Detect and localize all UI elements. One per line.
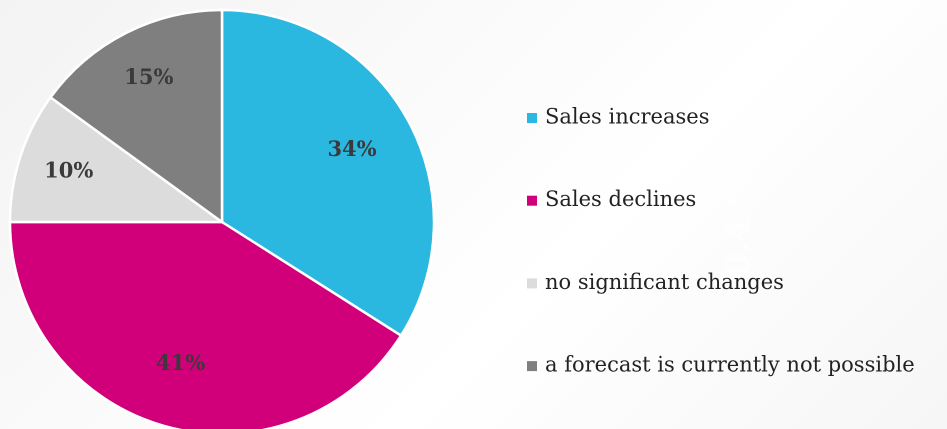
pie-slice — [48, 8, 224, 225]
legend-label: Sales declines — [545, 187, 696, 211]
data-label: 34% — [327, 136, 376, 161]
legend-swatch — [527, 278, 537, 289]
data-label: 10% — [44, 158, 93, 183]
pie-slice — [8, 220, 403, 429]
pie-slice — [8, 95, 226, 224]
legend-swatch — [527, 113, 537, 123]
watermark: 0.4 % — [718, 173, 758, 276]
legend-label: Sales increases — [545, 105, 709, 129]
data-label: 41% — [156, 350, 205, 375]
legend-label: a forecast is currently not possible — [545, 353, 915, 377]
legend-swatch — [527, 195, 537, 206]
data-label: 15% — [124, 64, 173, 89]
legend-label: no significant changes — [545, 270, 784, 294]
legend-swatch — [527, 361, 537, 372]
